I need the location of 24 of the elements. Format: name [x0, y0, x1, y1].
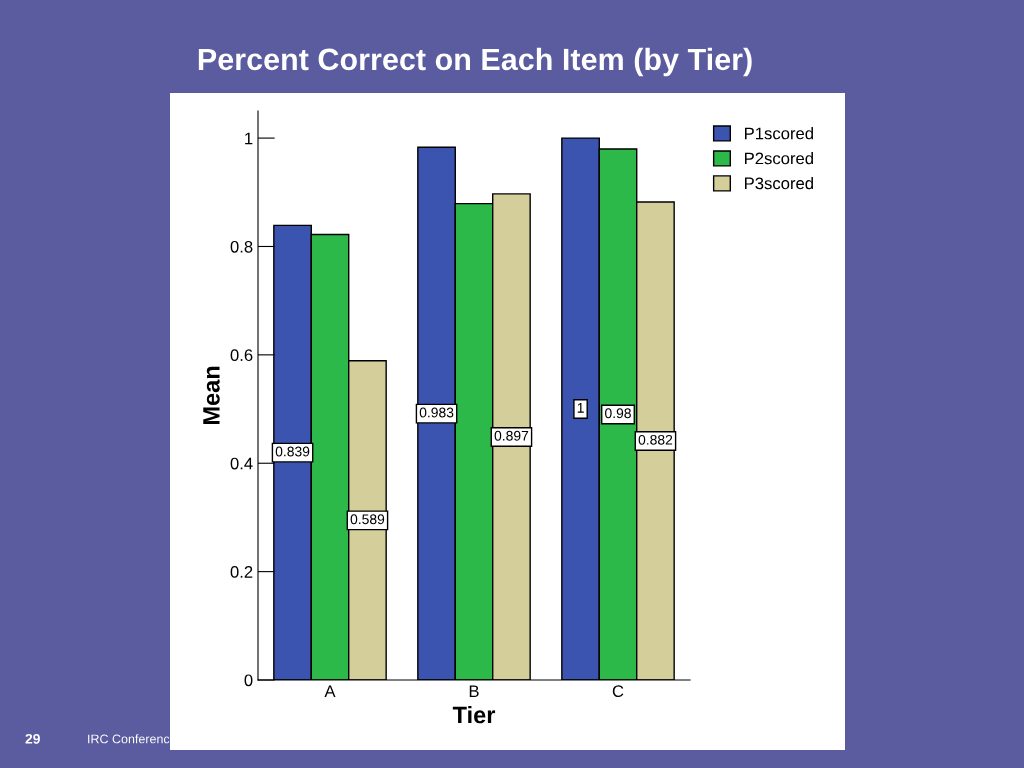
data-label: 0.882 [638, 434, 673, 445]
chart-title: Percent Correct on Each Item (by Tier) [198, 47, 752, 77]
y-tick-label: 0.6 [230, 349, 253, 362]
y-tick-label: 0.8 [230, 240, 253, 253]
data-label: 0.983 [419, 407, 454, 418]
y-tick-label: 1 [245, 132, 253, 145]
y-tick-label: 0.4 [230, 457, 253, 470]
legend-label: P3scored [745, 177, 813, 190]
y-tick-label: 0.2 [230, 566, 253, 578]
legend-label: P1scored [745, 127, 813, 140]
data-label: 0.839 [275, 446, 310, 457]
legend-label: P2scored [745, 152, 813, 165]
data-label: 0.589 [350, 514, 385, 525]
text: 29 [25, 733, 40, 744]
x-axis-title: Tier [452, 705, 496, 724]
y-axis-title: Mean [203, 366, 220, 425]
data-label: 1 [577, 403, 584, 413]
x-tick-label: A [324, 685, 336, 697]
data-label: 0.897 [494, 430, 529, 441]
x-tick-label: C [612, 685, 624, 698]
text: IRC Conferenc [88, 734, 170, 744]
y-tick-label: 0 [244, 674, 253, 687]
x-tick-label: B [469, 685, 479, 697]
data-label: 0.98 [605, 408, 631, 419]
